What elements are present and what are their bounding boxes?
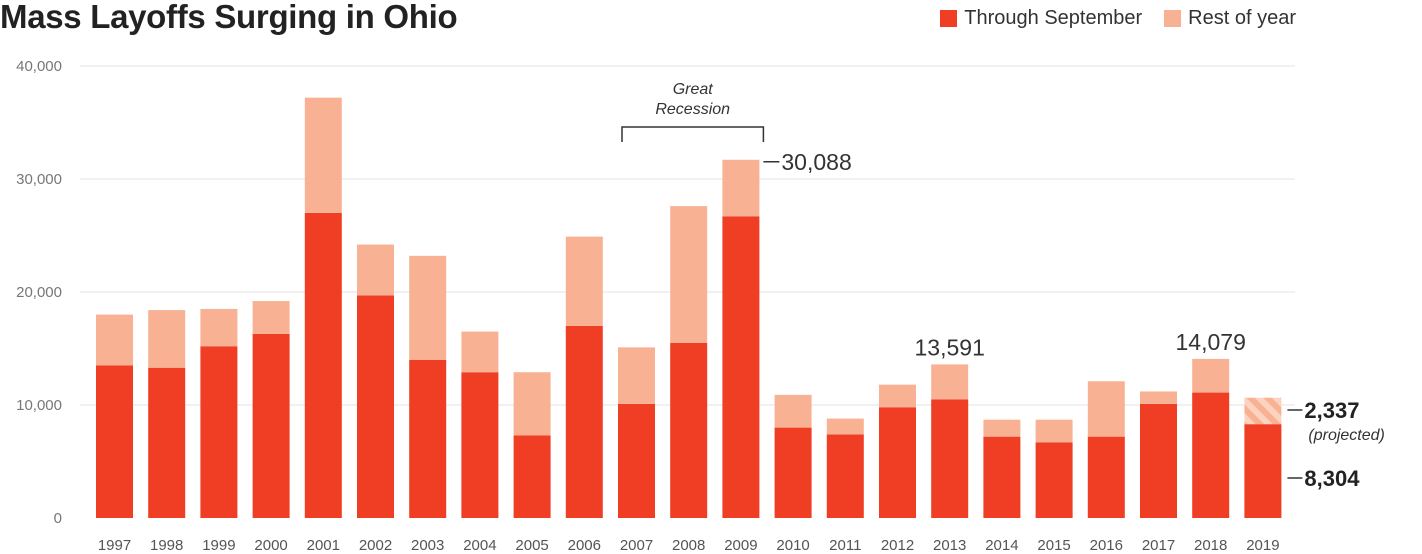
bar-rest-of-year-2012 <box>879 384 916 408</box>
bar-rest-of-year-2006 <box>565 236 603 326</box>
projected-note: (projected) <box>1308 427 1384 444</box>
projected-value-label: 2,337 <box>1304 398 1359 423</box>
x-tick-label-2000: 2000 <box>254 537 287 554</box>
legend-swatch-rest-of-year <box>1164 10 1182 27</box>
legend-swatch-through-september <box>940 10 958 27</box>
bar-rest-of-year-2016 <box>1087 381 1125 437</box>
chart-title: Mass Layoffs Surging in Ohio <box>0 0 458 35</box>
bar-through-september-2008 <box>670 342 708 518</box>
recession-label-line-2: Recession <box>655 101 730 118</box>
peak-2009-label: 30,088 <box>781 149 851 175</box>
bar-rest-of-year-2017 <box>1140 391 1177 404</box>
y-axis: 0 10,000 20,000 30,000 40,000 <box>16 58 62 527</box>
bar-rest-of-year-2008 <box>670 206 708 343</box>
legend-label-rest-of-year: Rest of year <box>1188 7 1296 29</box>
bar-rest-of-year-2011 <box>826 418 864 435</box>
bar-through-september-2004 <box>461 372 499 518</box>
bar-through-september-2011 <box>826 434 864 518</box>
bar-through-september-2018 <box>1192 392 1230 518</box>
x-tick-label-2001: 2001 <box>307 537 340 554</box>
bar-rest-of-year-2003 <box>409 255 447 360</box>
x-tick-label-2008: 2008 <box>672 537 705 554</box>
bar-rest-of-year-2013 <box>931 364 969 400</box>
x-tick-label-2012: 2012 <box>881 537 914 554</box>
x-tick-label-2014: 2014 <box>985 537 1018 554</box>
x-tick-label-2004: 2004 <box>463 537 496 554</box>
bars <box>96 97 1282 519</box>
bar-rest-of-year-2002 <box>357 244 394 296</box>
bar-rest-of-year-2018 <box>1192 358 1230 393</box>
bar-rest-of-year-2005 <box>513 372 551 436</box>
great-recession-bracket: Great Recession <box>621 81 765 142</box>
projection-callout: 2,337 (projected) 8,304 <box>1287 398 1385 491</box>
x-tick-label-1998: 1998 <box>150 537 183 554</box>
bar-through-september-2002 <box>357 295 394 518</box>
x-axis: 1997 1998 1999 2000 2001 2002 2003 2004 2005 2006… <box>98 537 1280 554</box>
x-tick-label-2013: 2013 <box>933 537 966 554</box>
bar-through-september-2001 <box>304 212 342 518</box>
x-tick-label-1999: 1999 <box>202 537 235 554</box>
recession-label-line-1: Great <box>673 81 714 98</box>
through-september-value-label: 8,304 <box>1304 466 1360 491</box>
bar-rest-of-year-2001 <box>304 97 342 213</box>
x-tick-label-2002: 2002 <box>359 537 392 554</box>
bar-through-september-1998 <box>148 367 186 518</box>
bar-rest-of-year-2009 <box>722 159 760 217</box>
legend-item-through-september: Through September <box>940 7 1142 30</box>
legend: Through September Rest of year <box>918 7 1296 30</box>
legend-item-rest-of-year: Rest of year <box>1164 7 1296 30</box>
x-tick-label-2007: 2007 <box>620 537 653 554</box>
x-tick-label-2016: 2016 <box>1090 537 1123 554</box>
bar-rest-of-year-1997 <box>96 314 133 366</box>
x-tick-label-2005: 2005 <box>515 537 548 554</box>
bar-rest-of-year-2007 <box>618 347 655 404</box>
bar-through-september-2003 <box>409 359 447 518</box>
y-tick-label-10000: 10,000 <box>16 397 62 414</box>
y-tick-label-30000: 30,000 <box>16 171 62 188</box>
x-tick-label-2018: 2018 <box>1194 537 1227 554</box>
bar-through-september-2019 <box>1244 424 1282 518</box>
bar-through-september-2007 <box>618 403 655 518</box>
bar-through-september-2012 <box>879 407 916 518</box>
bar-rest-of-year-2010 <box>774 394 812 428</box>
bar-through-september-2000 <box>252 333 290 518</box>
y-tick-label-40000: 40,000 <box>16 58 62 75</box>
x-tick-label-2011: 2011 <box>829 537 861 554</box>
bar-rest-of-year-1998 <box>148 310 186 368</box>
x-tick-label-2017: 2017 <box>1142 537 1175 554</box>
bar-through-september-2005 <box>513 435 551 518</box>
x-tick-label-1997: 1997 <box>98 537 131 554</box>
bar-through-september-2015 <box>1035 442 1073 518</box>
y-tick-label-20000: 20,000 <box>16 284 62 301</box>
bar-through-september-1997 <box>96 365 133 518</box>
bar-through-september-2009 <box>722 216 760 519</box>
bar-rest-of-year-1999 <box>200 308 238 347</box>
bar-through-september-2016 <box>1087 436 1125 518</box>
bar-through-september-2006 <box>565 325 603 518</box>
bar-rest-of-year-2015 <box>1035 419 1073 443</box>
bar-through-september-2013 <box>931 399 969 518</box>
x-tick-label-2019: 2019 <box>1246 537 1279 554</box>
total-2018-label: 14,079 <box>1176 329 1246 355</box>
x-tick-label-2003: 2003 <box>411 537 444 554</box>
recession-bracket-line <box>621 126 765 142</box>
bar-through-september-1999 <box>200 346 238 518</box>
bar-rest-of-year-2004 <box>461 331 499 373</box>
legend-label-through-september: Through September <box>964 7 1143 29</box>
peak-2009-annotation: 30,088 <box>763 149 852 175</box>
x-tick-label-2009: 2009 <box>724 537 757 554</box>
total-2013-label: 13,591 <box>915 334 985 360</box>
bar-rest-of-year-2014 <box>983 419 1021 437</box>
x-tick-label-2006: 2006 <box>568 537 601 554</box>
bar-through-september-2017 <box>1140 403 1177 518</box>
bar-rest-of-year-2019 <box>1244 397 1282 425</box>
bar-through-september-2014 <box>983 436 1021 518</box>
x-tick-label-2015: 2015 <box>1037 537 1070 554</box>
y-tick-label-0: 0 <box>54 510 62 527</box>
bar-through-september-2010 <box>774 427 812 518</box>
x-tick-label-2010: 2010 <box>776 537 809 554</box>
bar-rest-of-year-2000 <box>252 301 290 334</box>
